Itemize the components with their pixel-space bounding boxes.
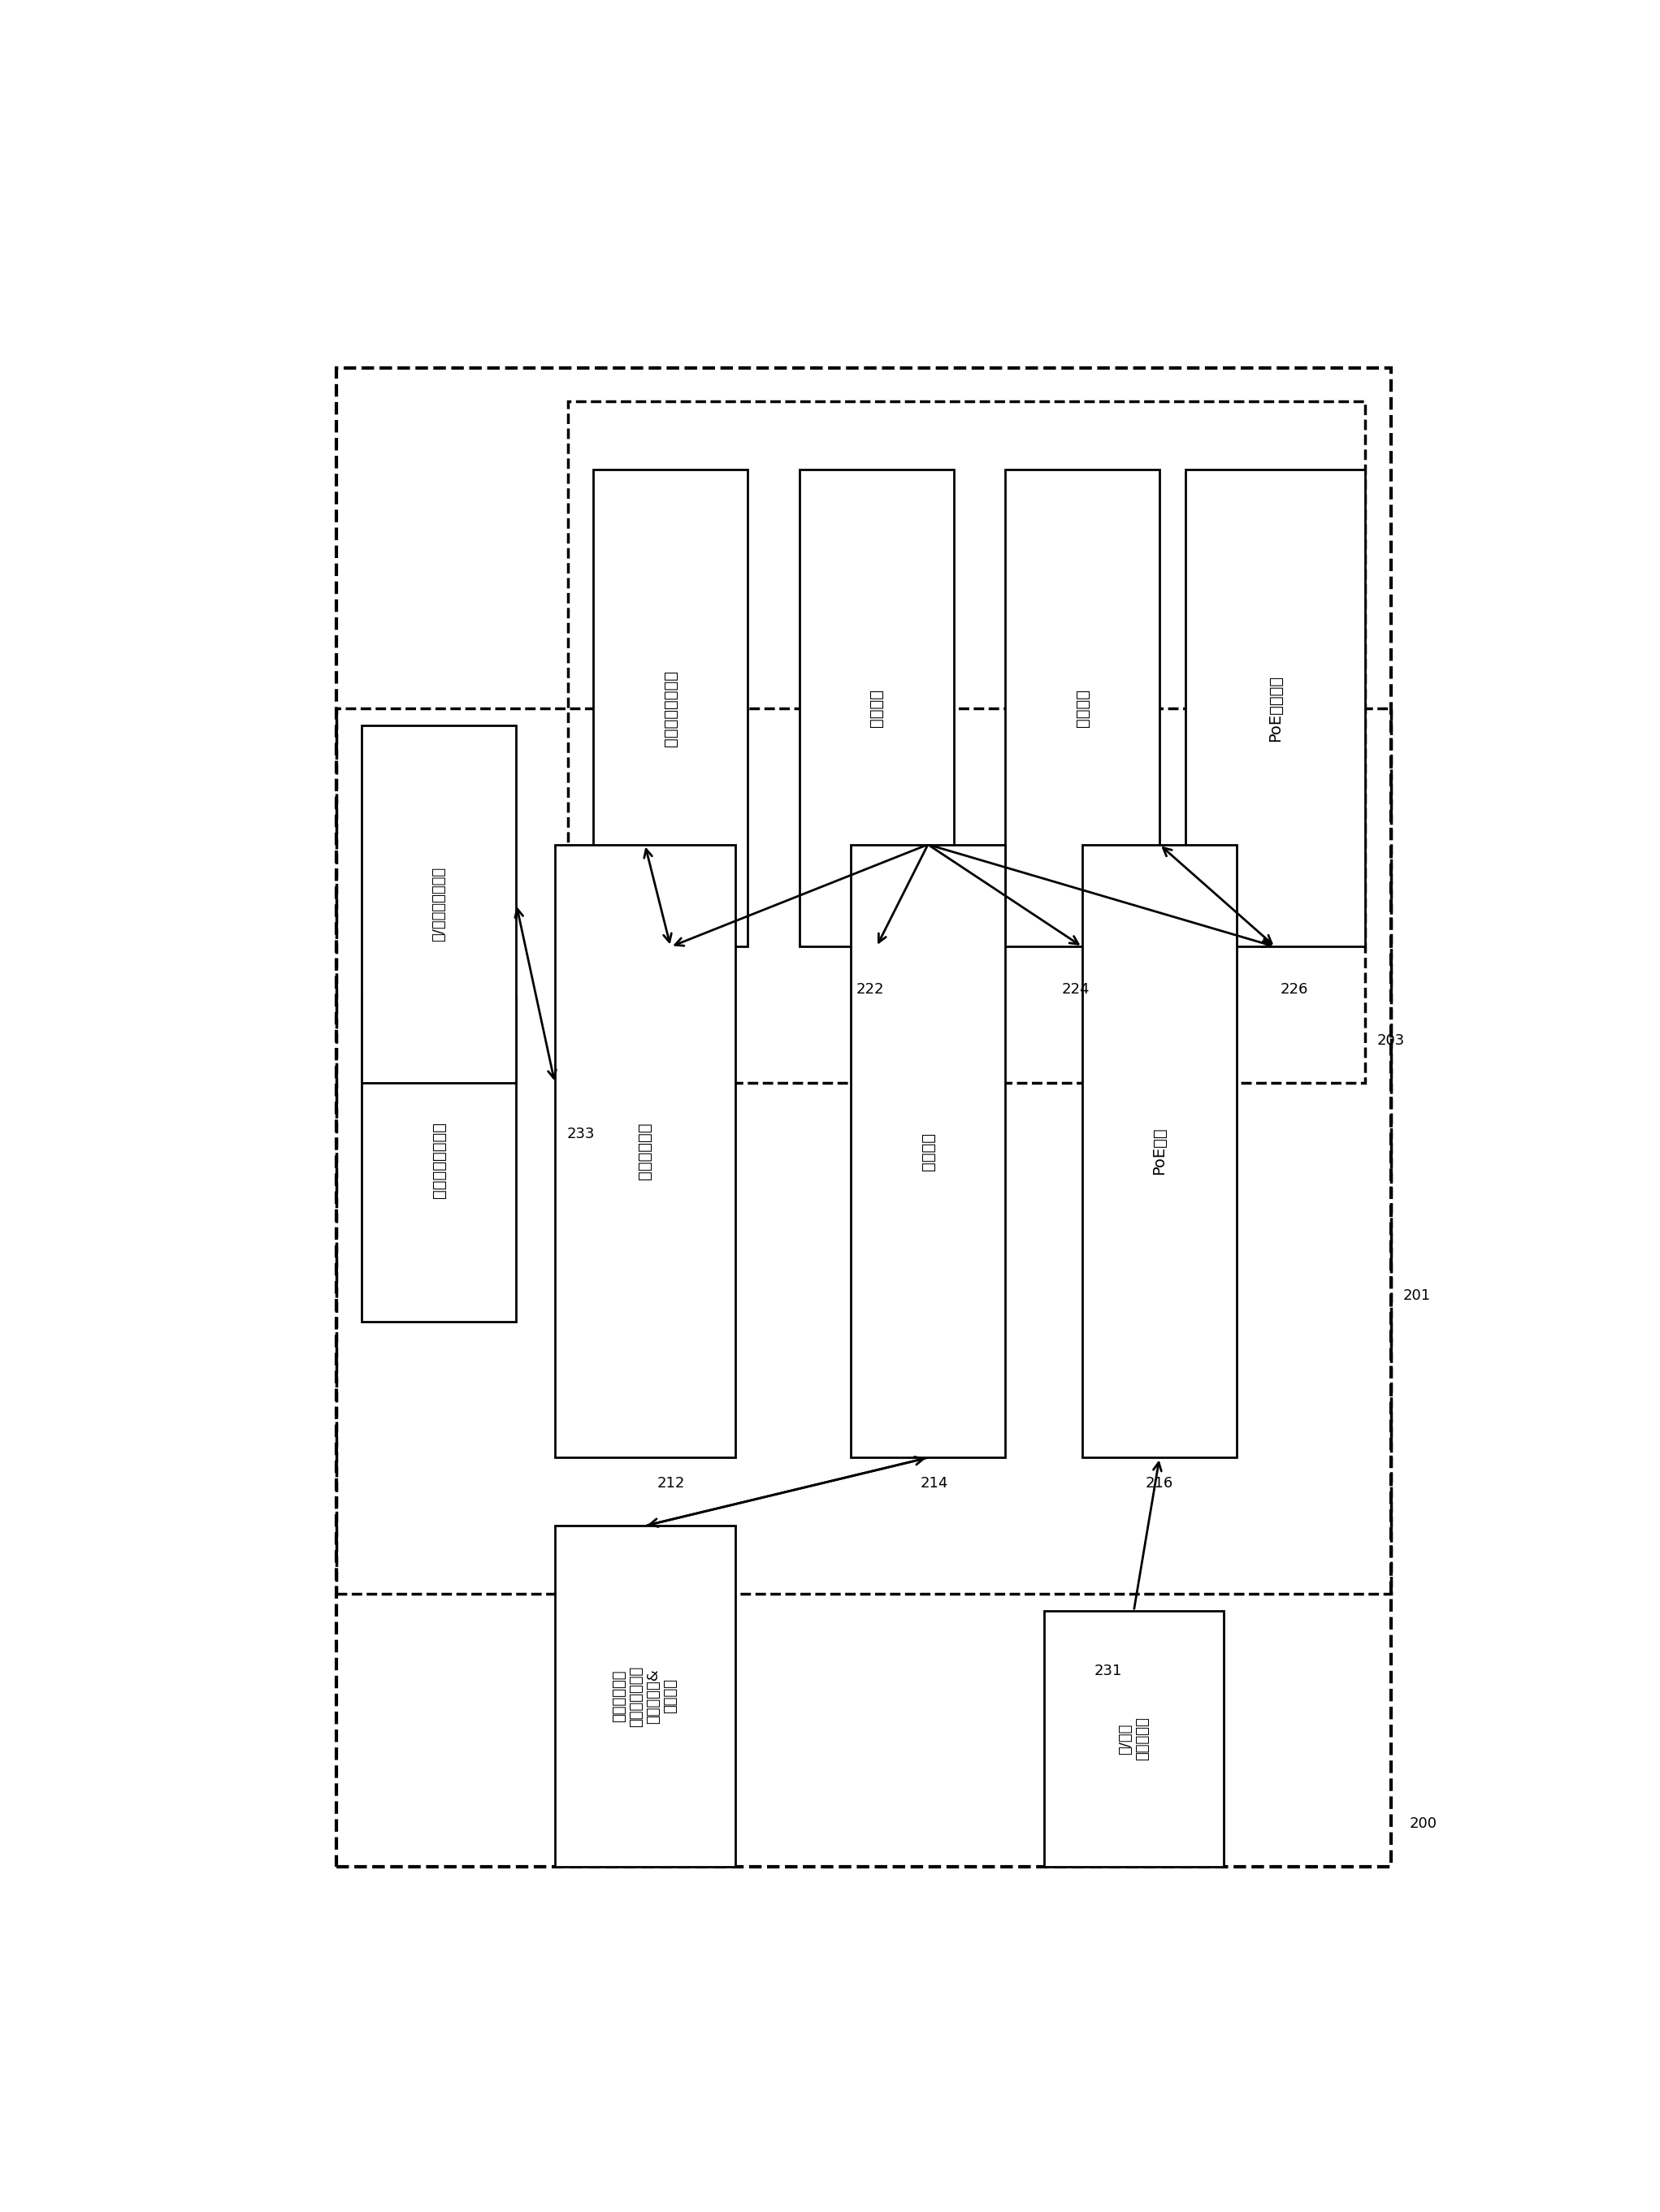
Text: 224: 224 [1062,982,1091,998]
Bar [362,998,516,1321]
Text: PoE协议: PoE协议 [1152,1128,1167,1175]
Text: 功率控制: 功率控制 [920,1133,936,1170]
Bar [1082,845,1237,1458]
Text: 交换机电路、
到交换机端口、
存储器输入&
输出控制: 交换机电路、 到交换机端口、 存储器输入& 输出控制 [613,1666,677,1728]
Bar [568,403,1366,1084]
Text: 环境信息收集: 环境信息收集 [637,1121,652,1179]
Bar [554,845,735,1458]
Text: 216: 216 [1145,1475,1174,1491]
Text: 231: 231 [1094,1663,1122,1679]
Text: 功率管理代理数据: 功率管理代理数据 [662,670,679,745]
Bar [594,469,747,947]
Bar [335,708,1391,1595]
Text: 功率管理代理进程: 功率管理代理进程 [432,1121,447,1199]
Text: 222: 222 [857,982,885,998]
Bar [1185,469,1366,947]
Bar [1044,1610,1223,1867]
Bar [800,469,954,947]
Bar [850,845,1006,1458]
Bar [362,726,516,1084]
Text: 214: 214 [920,1475,948,1491]
Text: 到/来自
交换机端口: 到/来自 交换机端口 [1119,1717,1149,1761]
Text: 212: 212 [657,1475,684,1491]
Text: 200: 200 [1409,1816,1438,1832]
Text: 201: 201 [1403,1290,1431,1303]
Bar [1006,469,1160,947]
Bar [335,367,1391,1867]
Text: PoE请求数据: PoE请求数据 [1268,675,1283,741]
Text: 226: 226 [1280,982,1308,998]
Text: 203: 203 [1378,1033,1404,1048]
Text: 233: 233 [566,1126,594,1141]
Bar [554,1526,735,1867]
Text: 到/来自交换机端口: 到/来自交换机端口 [432,867,447,942]
Text: 策略数据: 策略数据 [1074,690,1091,728]
Text: 环境数据: 环境数据 [868,690,885,728]
